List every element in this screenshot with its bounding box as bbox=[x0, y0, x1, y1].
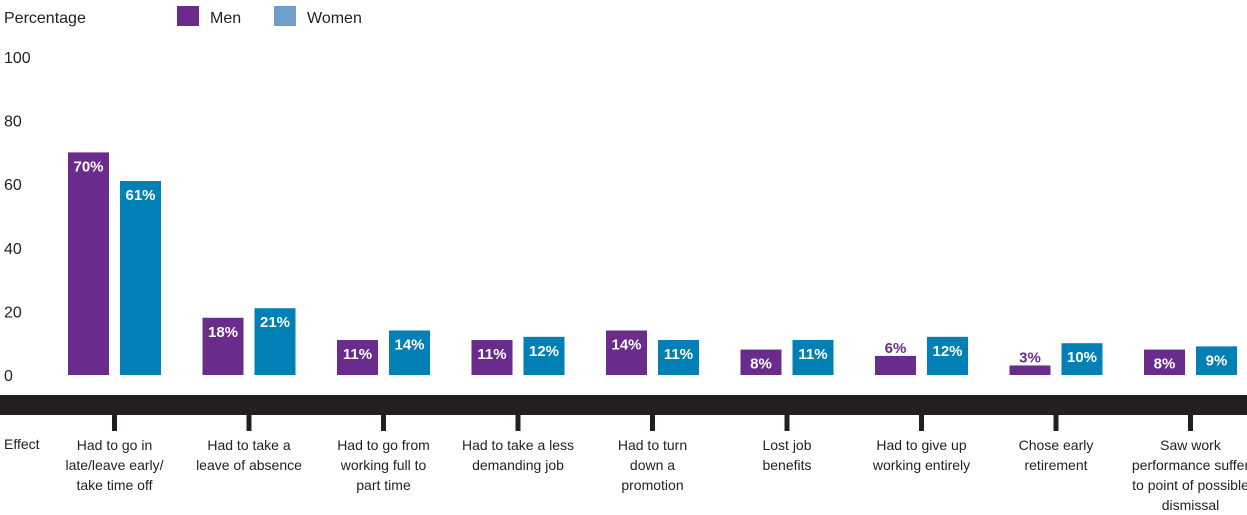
x-axis-title: Effect bbox=[4, 436, 40, 452]
category-label: Had to take a less demanding job bbox=[462, 437, 574, 473]
legend-label-women: Women bbox=[307, 10, 362, 27]
bars: 70% 61% 18% 21% 11% 14% 11% 12% 14% 11% 8% 11% 6% 12%… bbox=[68, 152, 1237, 375]
data-label-women: 14% bbox=[394, 336, 424, 353]
category-label: Had to go from working full to part time bbox=[337, 437, 430, 493]
bar-men bbox=[1144, 349, 1185, 375]
category-label: Had to take a leave of absence bbox=[196, 437, 302, 473]
category-label: Had to go in late/leave early/take time o… bbox=[65, 437, 163, 493]
data-label-men: 6% bbox=[885, 340, 907, 357]
y-axis-ticks: 0 20 40 60 80 100 bbox=[4, 50, 31, 385]
data-label-men: 11% bbox=[477, 346, 506, 363]
y-tick-label: 80 bbox=[4, 114, 22, 131]
x-tick-mark bbox=[246, 415, 252, 431]
legend-label-men: Men bbox=[210, 10, 241, 27]
x-axis-tick-marks bbox=[112, 415, 1193, 431]
data-label-men: 8% bbox=[1154, 356, 1176, 373]
bar-women bbox=[792, 340, 834, 375]
x-tick-mark bbox=[1053, 415, 1059, 431]
data-label-women: 11% bbox=[798, 346, 827, 363]
category-label: Had to give up working entirely bbox=[872, 437, 970, 473]
category-label: Had to turn down a promotion bbox=[618, 437, 687, 493]
data-label-men: 3% bbox=[1019, 349, 1041, 366]
category-label: Lost job benefits bbox=[762, 437, 811, 473]
data-label-women: 9% bbox=[1206, 352, 1228, 369]
data-label-women: 12% bbox=[529, 343, 559, 360]
data-label-women: 10% bbox=[1067, 349, 1097, 366]
data-label-women: 11% bbox=[664, 346, 693, 363]
bar-men bbox=[68, 152, 109, 375]
y-tick-label: 60 bbox=[4, 177, 22, 194]
bar-men bbox=[740, 349, 782, 375]
x-tick-mark bbox=[112, 415, 117, 431]
data-label-men: 18% bbox=[208, 324, 238, 341]
bar-men bbox=[471, 340, 513, 375]
x-tick-mark bbox=[650, 415, 655, 431]
bar-women bbox=[389, 330, 430, 375]
data-label-men: 8% bbox=[750, 356, 772, 373]
legend-swatch-men bbox=[177, 6, 199, 26]
bar-women bbox=[1061, 343, 1103, 375]
bar-women bbox=[927, 336, 968, 375]
legend: Men Women bbox=[177, 6, 362, 27]
data-label-men: 70% bbox=[73, 158, 103, 175]
data-label-men: 11% bbox=[343, 346, 372, 363]
data-label-men: 14% bbox=[611, 336, 641, 353]
category-labels: Had to go in late/leave early/take time o… bbox=[65, 437, 1247, 513]
data-label-women: 21% bbox=[260, 314, 290, 331]
x-tick-mark bbox=[1188, 415, 1193, 431]
category-label: Chose early retirement bbox=[1019, 437, 1094, 473]
legend-swatch-women bbox=[274, 6, 296, 26]
x-tick-mark bbox=[515, 415, 521, 431]
data-label-women: 61% bbox=[125, 187, 155, 204]
bar-women bbox=[254, 308, 296, 375]
data-label-women: 12% bbox=[932, 343, 962, 360]
y-tick-label: 0 bbox=[4, 368, 13, 385]
bar-men bbox=[606, 330, 647, 375]
x-tick-mark bbox=[381, 415, 386, 431]
bar-men bbox=[1009, 365, 1051, 375]
y-tick-label: 20 bbox=[4, 304, 22, 321]
x-axis-band bbox=[0, 395, 1247, 415]
y-tick-label: 100 bbox=[4, 50, 31, 67]
y-axis-title: Percentage bbox=[4, 10, 86, 27]
bar-men bbox=[202, 317, 244, 375]
category-label: Saw work performance suffer to point of po… bbox=[1132, 437, 1247, 513]
x-tick-mark bbox=[784, 415, 790, 431]
bar-men bbox=[875, 355, 916, 375]
bar-women bbox=[523, 336, 565, 375]
x-tick-mark bbox=[919, 415, 924, 431]
y-tick-label: 40 bbox=[4, 241, 22, 258]
bar-women bbox=[120, 181, 161, 375]
bar-women bbox=[658, 340, 699, 375]
bar-men bbox=[337, 340, 378, 375]
bar-women bbox=[1196, 346, 1237, 375]
